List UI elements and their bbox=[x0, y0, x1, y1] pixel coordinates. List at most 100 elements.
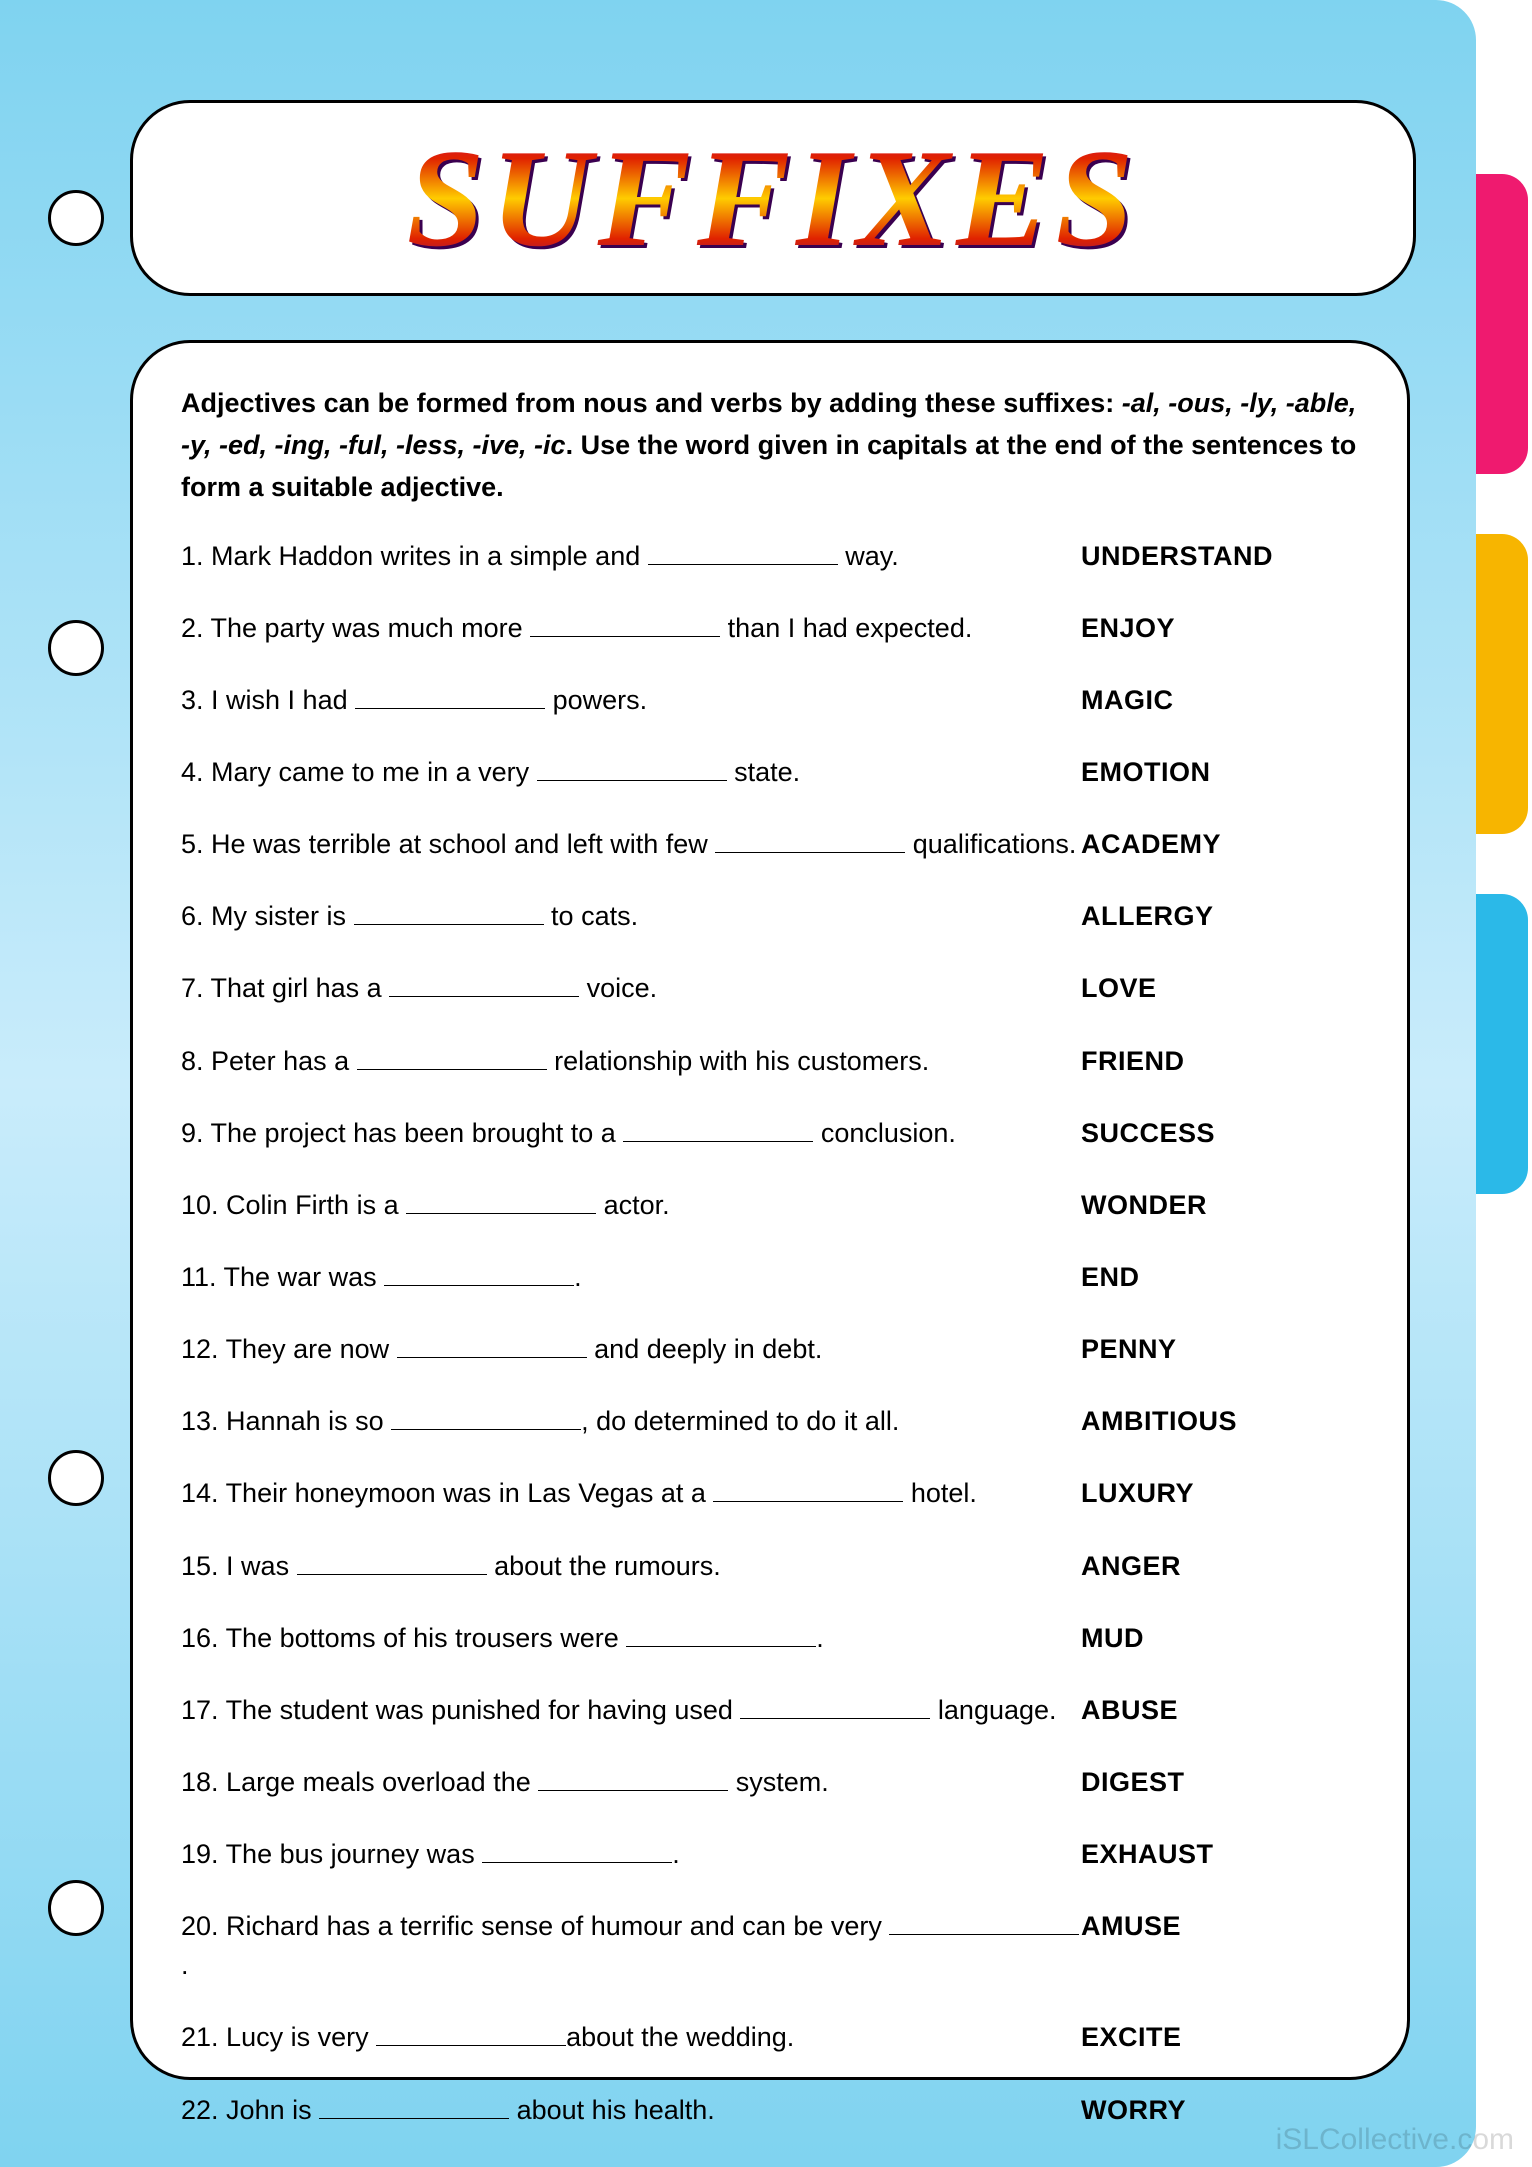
exercise-row: 22. John is about his health.WORRY bbox=[181, 2091, 1359, 2130]
answer-blank[interactable] bbox=[626, 1621, 816, 1646]
exercise-row: 8. Peter has a relationship with his cus… bbox=[181, 1042, 1359, 1081]
exercise-number: 19. bbox=[181, 1839, 226, 1869]
exercise-sentence: 20. Richard has a terrific sense of humo… bbox=[181, 1907, 1081, 1985]
answer-blank[interactable] bbox=[740, 1693, 930, 1718]
sentence-after-blank: way. bbox=[838, 541, 899, 571]
exercise-sentence: 9. The project has been brought to a con… bbox=[181, 1114, 1081, 1153]
hint-word: ANGER bbox=[1081, 1551, 1359, 1582]
answer-blank[interactable] bbox=[715, 828, 905, 853]
sentence-before-blank: Richard has a terrific sense of humour a… bbox=[226, 1911, 889, 1941]
answer-blank[interactable] bbox=[384, 1261, 574, 1286]
exercise-sentence: 22. John is about his health. bbox=[181, 2091, 1081, 2130]
exercise-number: 1. bbox=[181, 541, 211, 571]
answer-blank[interactable] bbox=[357, 1044, 547, 1069]
exercise-sentence: 6. My sister is to cats. bbox=[181, 897, 1081, 936]
exercise-sentence: 5. He was terrible at school and left wi… bbox=[181, 825, 1081, 864]
answer-blank[interactable] bbox=[319, 2093, 509, 2118]
answer-blank[interactable] bbox=[889, 1910, 1079, 1935]
instructions: Adjectives can be formed from nous and v… bbox=[181, 383, 1359, 509]
exercise-sentence: 14. Their honeymoon was in Las Vegas at … bbox=[181, 1474, 1081, 1513]
answer-blank[interactable] bbox=[391, 1405, 581, 1430]
answer-blank[interactable] bbox=[648, 539, 838, 564]
sentence-after-blank: about his health. bbox=[509, 2095, 715, 2125]
hint-word: ENJOY bbox=[1081, 613, 1359, 644]
answer-blank[interactable] bbox=[713, 1477, 903, 1502]
exercise-row: 10. Colin Firth is a actor. WONDER bbox=[181, 1186, 1359, 1225]
answer-blank[interactable] bbox=[530, 611, 720, 636]
binder-background: SUFFIXES Adjectives can be formed from n… bbox=[0, 0, 1476, 2167]
exercise-number: 11. bbox=[181, 1262, 224, 1292]
exercise-row: 17. The student was punished for having … bbox=[181, 1691, 1359, 1730]
exercise-row: 19. The bus journey was .EXHAUST bbox=[181, 1835, 1359, 1874]
sentence-after-blank: . bbox=[574, 1262, 582, 1292]
exercise-number: 18. bbox=[181, 1767, 226, 1797]
sentence-before-blank: The bus journey was bbox=[226, 1839, 483, 1869]
sentence-before-blank: The party was much more bbox=[211, 613, 531, 643]
hint-word: ALLERGY bbox=[1081, 901, 1359, 932]
exercise-row: 7. That girl has a voice.LOVE bbox=[181, 969, 1359, 1008]
sentence-after-blank: qualifications. bbox=[905, 829, 1076, 859]
answer-blank[interactable] bbox=[538, 1766, 728, 1791]
sentence-before-blank: Lucy is very bbox=[226, 2022, 376, 2052]
exercise-row: 14. Their honeymoon was in Las Vegas at … bbox=[181, 1474, 1359, 1513]
sentence-before-blank: Hannah is so bbox=[226, 1406, 391, 1436]
sentence-before-blank: Their honeymoon was in Las Vegas at a bbox=[226, 1478, 714, 1508]
sentence-before-blank: John is bbox=[226, 2095, 319, 2125]
hint-word: FRIEND bbox=[1081, 1046, 1359, 1077]
exercise-number: 13. bbox=[181, 1406, 226, 1436]
worksheet-title: SUFFIXES bbox=[407, 118, 1140, 279]
binder-hole bbox=[48, 1880, 104, 1936]
answer-blank[interactable] bbox=[355, 684, 545, 709]
hint-word: DIGEST bbox=[1081, 1767, 1359, 1798]
exercise-number: 7. bbox=[181, 973, 211, 1003]
hint-word: ABUSE bbox=[1081, 1695, 1359, 1726]
binder-hole bbox=[48, 190, 104, 246]
hint-word: ACADEMY bbox=[1081, 829, 1359, 860]
sentence-before-blank: Large meals overload the bbox=[226, 1767, 538, 1797]
answer-blank[interactable] bbox=[389, 972, 579, 997]
exercise-list: 1. Mark Haddon writes in a simple and wa… bbox=[181, 537, 1359, 2130]
exercise-number: 8. bbox=[181, 1046, 211, 1076]
exercise-number: 9. bbox=[181, 1118, 211, 1148]
exercise-sentence: 13. Hannah is so , do determined to do i… bbox=[181, 1402, 1081, 1441]
answer-blank[interactable] bbox=[623, 1116, 813, 1141]
exercise-number: 21. bbox=[181, 2022, 226, 2052]
answer-blank[interactable] bbox=[354, 900, 544, 925]
title-card: SUFFIXES bbox=[130, 100, 1416, 296]
sentence-before-blank: I was bbox=[226, 1551, 297, 1581]
exercise-row: 16. The bottoms of his trousers were .MU… bbox=[181, 1619, 1359, 1658]
exercise-sentence: 12. They are now and deeply in debt. bbox=[181, 1330, 1081, 1369]
exercise-sentence: 11. The war was . bbox=[181, 1258, 1081, 1297]
answer-blank[interactable] bbox=[376, 2021, 566, 2046]
exercise-sentence: 2. The party was much more than I had ex… bbox=[181, 609, 1081, 648]
sentence-after-blank: about the rumours. bbox=[487, 1551, 721, 1581]
answer-blank[interactable] bbox=[537, 756, 727, 781]
sentence-before-blank: Mark Haddon writes in a simple and bbox=[211, 541, 648, 571]
binder-hole bbox=[48, 620, 104, 676]
sentence-before-blank: Peter has a bbox=[211, 1046, 357, 1076]
exercise-sentence: 17. The student was punished for having … bbox=[181, 1691, 1081, 1730]
sentence-after-blank: to cats. bbox=[544, 901, 639, 931]
exercise-row: 13. Hannah is so , do determined to do i… bbox=[181, 1402, 1359, 1441]
sentence-before-blank: The war was bbox=[224, 1262, 385, 1292]
sentence-after-blank: actor. bbox=[596, 1190, 670, 1220]
sentence-after-blank: voice. bbox=[579, 973, 657, 1003]
exercise-sentence: 19. The bus journey was . bbox=[181, 1835, 1081, 1874]
exercise-sentence: 18. Large meals overload the system. bbox=[181, 1763, 1081, 1802]
sentence-after-blank: , do determined to do it all. bbox=[581, 1406, 899, 1436]
hint-word: MAGIC bbox=[1081, 685, 1359, 716]
exercise-number: 10. bbox=[181, 1190, 226, 1220]
exercise-row: 5. He was terrible at school and left wi… bbox=[181, 825, 1359, 864]
answer-blank[interactable] bbox=[397, 1333, 587, 1358]
answer-blank[interactable] bbox=[406, 1189, 596, 1214]
sentence-after-blank: hotel. bbox=[903, 1478, 977, 1508]
sentence-after-blank: and deeply in debt. bbox=[587, 1334, 823, 1364]
exercise-number: 14. bbox=[181, 1478, 226, 1508]
sentence-before-blank: Colin Firth is a bbox=[226, 1190, 406, 1220]
exercise-number: 5. bbox=[181, 829, 211, 859]
hint-word: WONDER bbox=[1081, 1190, 1359, 1221]
answer-blank[interactable] bbox=[482, 1838, 672, 1863]
answer-blank[interactable] bbox=[297, 1549, 487, 1574]
hint-word: EXCITE bbox=[1081, 2022, 1359, 2053]
exercise-number: 3. bbox=[181, 685, 211, 715]
